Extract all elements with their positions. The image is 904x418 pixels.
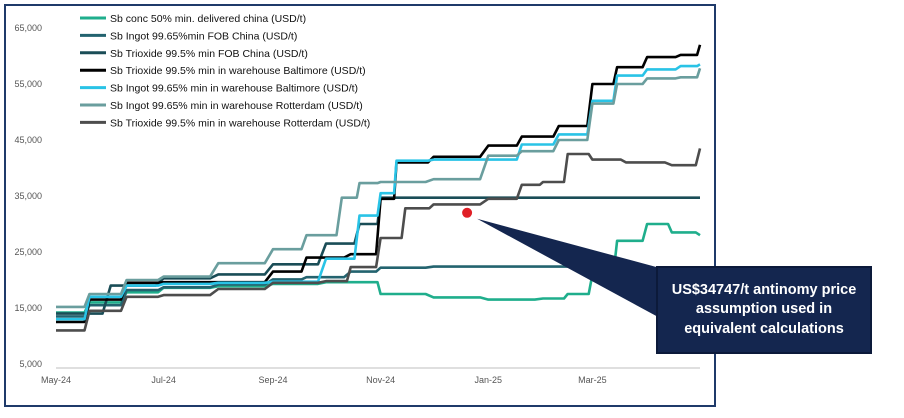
callout-box: US$34747/t antinomy price assumption use… [656,266,872,354]
series-line [56,264,609,318]
series-line [56,67,702,309]
legend-label: Sb Ingot 99.65% min in warehouse Baltimo… [110,83,358,95]
y-tick-label: 55,000 [14,79,42,89]
x-tick-label: May-24 [41,375,71,385]
x-tick-label: Nov-24 [366,375,395,385]
legend-label: Sb Ingot 99.65%min FOB China (USD/t) [110,30,297,42]
legend-label: Sb Trioxide 99.5% min FOB China (USD/t) [110,48,308,60]
x-axis: May-24 Jul-24 Sep-24 Nov-24 Jan-25 Mar-25 [41,367,700,385]
annotation-marker [461,206,474,219]
y-tick-label: 35,000 [14,191,42,201]
legend-label: Sb Trioxide 99.5% min in warehouse Rotte… [110,117,370,129]
y-axis: 5,000 15,000 25,000 35,000 45,000 55,000 65,00… [14,23,42,369]
y-tick-label: 25,000 [14,247,42,257]
callout-text: US$34747/t antinomy price assumption use… [671,281,857,337]
legend: Sb conc 50% min. delivered china (USD/t)… [80,13,370,129]
y-tick-label: 15,000 [14,303,42,313]
x-tick-label: Jul-24 [151,375,176,385]
y-tick-label: 45,000 [14,135,42,145]
x-tick-label: Jan-25 [475,375,503,385]
series-line [56,63,701,321]
y-tick-label: 5,000 [19,359,42,369]
x-tick-label: Mar-25 [578,375,607,385]
chart-frame [4,4,716,407]
series-layer [56,44,702,332]
y-tick-label: 65,000 [14,23,42,33]
legend-label: Sb conc 50% min. delivered china (USD/t) [110,13,306,25]
x-tick-label: Sep-24 [259,375,288,385]
legend-label: Sb Ingot 99.65% min in warehouse Rotterd… [110,100,363,112]
legend-label: Sb Trioxide 99.5% min in warehouse Balti… [110,65,366,77]
series-line [56,148,702,332]
callout-pointer [477,218,660,318]
